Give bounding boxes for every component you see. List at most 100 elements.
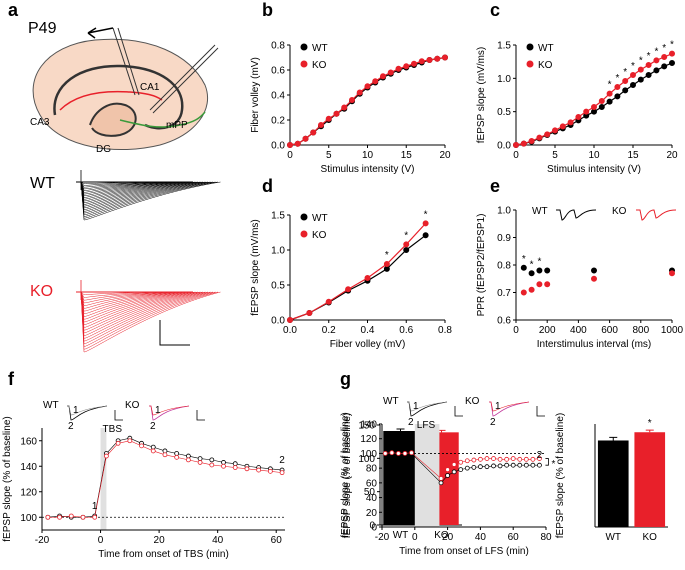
data-point xyxy=(379,73,386,80)
x-tick-label: 0 xyxy=(412,532,418,543)
data-point xyxy=(372,78,379,85)
data-point xyxy=(294,140,301,147)
y-tick-label: 1.0 xyxy=(497,74,511,85)
y-tick-label: 40 xyxy=(366,493,378,504)
data-point xyxy=(402,451,408,456)
trace xyxy=(78,181,191,200)
data-point xyxy=(395,65,402,72)
data-point xyxy=(150,448,156,454)
data-point xyxy=(606,98,613,105)
x-tick-label: 80 xyxy=(540,532,552,543)
significance-star: * xyxy=(623,67,627,78)
bar xyxy=(597,440,629,527)
data-point xyxy=(471,457,477,463)
data-point xyxy=(583,108,590,115)
data-point xyxy=(341,104,348,111)
data-point xyxy=(232,461,238,467)
x-tick-label: -20 xyxy=(35,535,50,546)
data-point xyxy=(537,456,542,461)
legend-marker xyxy=(300,60,308,68)
data-point xyxy=(523,462,529,468)
trace xyxy=(78,181,176,190)
data-point xyxy=(510,456,516,461)
y-axis-label: fEPSP slope (% of baseline) xyxy=(342,413,353,538)
shaded-band xyxy=(100,428,107,530)
x-tick-label: 10 xyxy=(362,150,374,161)
inset-trace xyxy=(149,405,190,416)
data-point xyxy=(434,55,441,62)
x-tick-label: 15 xyxy=(627,150,639,161)
y-tick-label: 120 xyxy=(360,434,377,445)
x-axis-label: Time from onset of LFS (min) xyxy=(399,546,529,557)
data-point xyxy=(669,270,676,277)
scale-bar xyxy=(114,410,123,421)
data-point xyxy=(451,462,457,467)
data-point xyxy=(174,451,180,456)
inset-trace xyxy=(67,405,108,421)
inset-mark: 2 xyxy=(490,417,496,428)
band-label: TBS xyxy=(103,424,123,435)
y-axis-label: PPR (fEPSP2/fEPSP1) xyxy=(476,214,487,317)
data-point xyxy=(445,467,451,473)
data-point xyxy=(256,467,262,473)
error-bar xyxy=(609,436,618,441)
y-tick-label: 20 xyxy=(366,508,378,519)
data-point xyxy=(325,115,332,122)
bar xyxy=(634,432,666,527)
x-tick-label: 40 xyxy=(475,532,487,543)
x-tick-label: 0.2 xyxy=(322,325,336,336)
legend-label: WT xyxy=(538,43,554,54)
data-point xyxy=(530,456,536,462)
scale-bar xyxy=(196,410,205,421)
data-point xyxy=(559,123,566,130)
inset-label: WT xyxy=(43,400,59,411)
y-tick-label: 160 xyxy=(20,436,37,447)
data-point xyxy=(484,464,490,470)
data-point xyxy=(614,93,621,100)
legend-marker xyxy=(526,43,534,51)
data-point xyxy=(389,450,395,456)
data-point xyxy=(57,514,62,520)
data-point xyxy=(653,67,660,74)
x-tick-label: 0.8 xyxy=(438,325,452,336)
data-point xyxy=(115,440,121,446)
data-point xyxy=(185,457,191,463)
inset-label: KO xyxy=(612,206,627,217)
data-point xyxy=(174,454,180,460)
data-point xyxy=(364,274,371,281)
error-bar xyxy=(396,428,405,431)
data-point xyxy=(345,286,352,293)
data-point xyxy=(162,448,168,454)
y-tick-label: 0.2 xyxy=(271,116,285,127)
x-tick-label: 0 xyxy=(513,325,519,336)
data-point xyxy=(517,462,523,468)
x-axis-label: Interstimulus interval (ms) xyxy=(537,339,651,350)
y-axis-label: Fiber volley (mV) xyxy=(250,57,261,133)
significance-star: * xyxy=(551,459,555,470)
data-point xyxy=(382,451,388,456)
electrode xyxy=(117,27,140,96)
y-axis-label: fEPSP slope (mV/ms) xyxy=(250,219,261,316)
legend-marker xyxy=(300,213,308,221)
panel-label: a xyxy=(8,0,19,20)
data-point xyxy=(403,241,410,248)
x-tick-label: 60 xyxy=(508,532,520,543)
trace xyxy=(78,291,194,323)
trace xyxy=(78,181,179,191)
inset-trace xyxy=(149,405,190,421)
data-point xyxy=(438,480,444,486)
y-tick-label: 60 xyxy=(366,478,378,489)
data-point xyxy=(310,129,317,136)
inset-label: KO xyxy=(125,400,140,411)
inset-trace xyxy=(489,401,530,417)
x-tick-label: 15 xyxy=(401,150,413,161)
data-point xyxy=(441,54,448,61)
data-point xyxy=(464,465,470,471)
y-tick-label: 0.0 xyxy=(271,141,285,152)
region-label: CA1 xyxy=(140,82,160,93)
perforant-path xyxy=(119,111,206,128)
data-point xyxy=(356,89,363,96)
data-point xyxy=(127,438,133,444)
trace xyxy=(78,291,176,304)
data-point xyxy=(409,450,414,456)
